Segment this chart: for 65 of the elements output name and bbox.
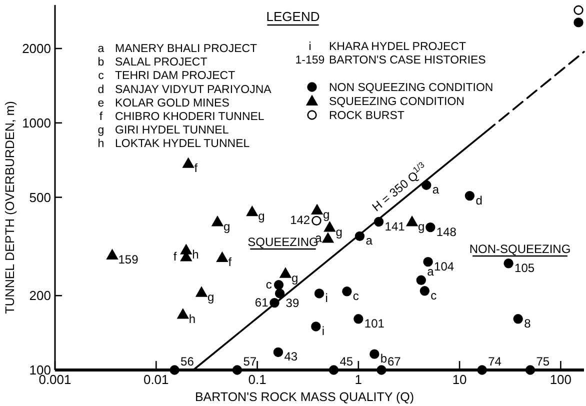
y-tick-label: 200 [29,288,51,304]
annotation: i [325,290,328,305]
annotation: b [380,352,388,366]
x-tick-label: 0.01 [143,372,169,387]
annotation: c [266,277,272,292]
x-tick-label: 0.1 [248,372,266,387]
annotation: 104 [434,259,454,274]
text: i KHARA HYDEL PROJECT [308,41,466,53]
annotation: 8 [524,316,532,330]
annotation: g [336,224,342,239]
annotation: 75 [536,354,550,368]
y-tick-label: 1000 [22,115,51,130]
annotation: e KOLAR GOLD MINES [98,97,230,110]
annotation: b SALAL PROJECT [98,56,208,69]
x-tick-label: 1 [354,372,362,387]
annotation: h LOKTAK HYDEL TUNNEL [98,138,250,150]
annotation: f [194,161,198,175]
annotation: 67 [387,354,402,368]
annotation: 57 [243,354,257,368]
annotation: 1-159 BARTON'S CASE HISTORIES [295,54,486,67]
annotation: g [418,219,425,234]
annotation: g [208,290,214,304]
annotation: 39 [286,296,300,310]
annotation: a [427,264,434,279]
annotation: 56 [180,354,194,368]
x-tick-label: 10 [452,372,467,387]
annotation: g [258,209,265,224]
annotation: h [192,247,199,262]
annotation: 142 [290,213,310,228]
annotation: f [173,249,178,264]
annotation: c TEHRI DAM PROJECT [98,70,236,82]
annotation: 148 [436,224,457,239]
annotation: 45 [340,354,354,368]
annotation: 101 [364,316,385,330]
annotation: 43 [284,350,298,364]
y-axis-title: TUNNEL DEPTH (OVERBURDEN, m) [3,101,17,314]
annotation: g [323,208,330,222]
annotation: a [366,234,373,248]
annotation: 141 [384,219,406,234]
annotation: a [432,182,440,197]
annotation: 74 [488,354,502,368]
x-tick-label: 100 [550,372,572,387]
annotation: g [291,270,298,285]
y-tick-label: 500 [29,190,51,205]
annotation: 61 [254,295,269,310]
annotation: d SANJAY VIDYUT PARIYOJNA [98,84,272,96]
annotation: f CHIBRO KHODERI TUNNEL [99,111,265,123]
annotation: c [352,288,359,303]
annotation: NON-SQUEEZING [469,242,571,256]
annotation: 105 [514,260,535,275]
annotation: h [188,312,196,326]
annotation: i [322,324,325,338]
annotation: g GIRI HYDEL TUNNEL [98,124,230,137]
x-axis-title: BARTON'S ROCK MASS QUALITY (Q) [194,390,414,404]
annotation: 159 [118,252,139,267]
legend-label: ROCK BURST [329,110,404,122]
y-tick-label: 2000 [22,41,51,56]
legend-label: SQUEEZING CONDITION [329,96,464,108]
annotation: d [476,193,482,208]
annotation: a MANERY BHALI PROJECT [98,43,258,55]
legend-title: LEGEND [266,9,320,24]
annotation: g [223,219,230,234]
annotation: f [228,255,232,270]
annotation: c [430,288,437,302]
legend-label: NON SQUEEZING CONDITION [329,82,494,94]
